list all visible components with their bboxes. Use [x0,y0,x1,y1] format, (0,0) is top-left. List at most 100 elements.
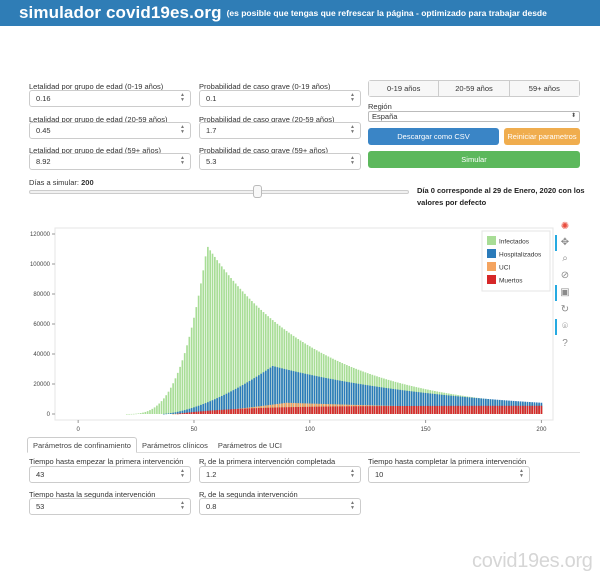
bar-hospitalizados [169,413,172,414]
bar-muertos [410,405,413,414]
download-csv-button[interactable]: Descargar como CSV [368,128,499,145]
legend-swatch [487,249,496,258]
bar-muertos [195,411,198,414]
bar-hospitalizados [227,392,230,414]
age-toggle-0-19[interactable]: 0-19 años [369,81,440,96]
lethality-59-input[interactable]: 8.92 ▲ ▼ [29,153,191,170]
second-intervention-rt-input[interactable]: 0.8 ▲ ▼ [199,498,361,515]
bar-muertos [251,408,253,414]
spinner-icon[interactable]: ▲ ▼ [519,468,524,479]
lethality-20-59-input[interactable]: 0.45 ▲ ▼ [29,122,191,139]
bar-hospitalizados [225,393,228,414]
bar-muertos [186,412,188,414]
days-slider-handle[interactable] [253,185,262,198]
tab-confinement[interactable]: Parámetros de confinamiento [27,437,137,453]
hover-icon[interactable]: ⌾ [555,319,571,335]
bar-hospitalizados [207,402,209,414]
bar-infectados [163,398,165,414]
tab-clinical[interactable]: Parámetros clínicos [141,440,208,450]
help-icon[interactable]: ? [562,338,568,349]
first-intervention-rt-input[interactable]: 1.2 ▲ ▼ [199,466,361,483]
bar-hospitalizados [450,395,452,414]
bar-muertos [308,406,311,414]
region-select[interactable]: España ⬍ [368,111,580,122]
legend-label-hospitalizados: Hospitalizados [499,252,542,259]
bar-hospitalizados [262,372,265,414]
spinner-icon[interactable]: ▲ ▼ [350,155,355,166]
bar-infectados [193,317,195,414]
first-intervention-time-input[interactable]: 43 ▲ ▼ [29,466,191,483]
bar-infectados [241,291,244,414]
bar-muertos [376,406,378,414]
bar-hospitalizados [373,386,376,414]
bar-hospitalizados [468,397,471,414]
severe-0-19-input[interactable]: 0.1 ▲ ▼ [199,90,361,107]
spinner-icon[interactable]: ▲ ▼ [180,124,185,135]
bar-hospitalizados [396,389,399,414]
bar-hospitalizados [295,371,297,414]
bar-infectados [169,387,172,414]
bar-infectados [179,366,181,414]
reset-icon[interactable]: ↻ [560,304,570,315]
bar-muertos [271,407,274,414]
bar-muertos [260,407,262,414]
bar-muertos [332,406,334,414]
spinner-icon[interactable]: ▲ ▼ [180,155,185,166]
bar-muertos [295,407,297,414]
simulate-button[interactable]: Simular [368,151,580,168]
bar-hospitalizados [193,407,195,414]
lethality-0-19-label: Letalidad por grupo de edad (0-19 años) [29,82,164,91]
age-toggle-59[interactable]: 59+ años [509,81,579,96]
bar-muertos [262,407,265,414]
pan-icon[interactable]: ✥ [555,235,570,251]
bar-infectados [237,286,239,414]
x-tick-label: 50 [191,427,198,433]
simulation-chart[interactable]: 0 20000 40000 60000 80000 100000 120000 0 50 100 1… [0,212,555,438]
bokeh-logo-icon[interactable]: ✺ [560,221,570,232]
bar-muertos [445,405,448,414]
severe-59-input[interactable]: 5.3 ▲ ▼ [199,153,361,170]
bar-hospitalizados [371,385,374,414]
bar-muertos [457,405,459,414]
spinner-icon[interactable]: ▲ ▼ [180,468,185,479]
severe-20-59-input[interactable]: 1.7 ▲ ▼ [199,122,361,139]
bar-muertos [234,409,237,414]
wheel-zoom-icon[interactable]: ⊘ [560,270,570,281]
bar-hospitalizados [311,375,313,414]
select-caret-icon: ⬍ [570,113,576,119]
box-zoom-icon[interactable]: ⌕ [562,253,568,264]
reset-params-button[interactable]: Reiniciar parametros [504,128,580,145]
bar-muertos [387,406,390,414]
days-label: Días a simular: 200 [29,178,94,187]
spinner-icon[interactable]: ▲ ▼ [180,92,185,103]
bar-hospitalizados [172,412,174,414]
site-title[interactable]: simulador covid19es.org [19,3,222,22]
bar-hospitalizados [383,387,385,414]
days-slider-track[interactable] [29,190,409,194]
bar-muertos [385,406,388,414]
bar-muertos [269,407,272,414]
spinner-icon[interactable]: ▲ ▼ [350,468,355,479]
bar-muertos [434,405,436,414]
complete-intervention-time-label: Tiempo hasta completar la primera interv… [368,457,527,466]
bar-muertos [292,407,295,414]
bar-muertos [452,405,455,414]
save-icon[interactable]: ▣ [555,285,570,301]
bar-hospitalizados [197,405,200,414]
second-intervention-time-input[interactable]: 53 ▲ ▼ [29,498,191,515]
bar-hospitalizados [264,370,267,414]
bar-hospitalizados [427,393,429,414]
spinner-icon[interactable]: ▲ ▼ [180,500,185,511]
lethality-0-19-input[interactable]: 0.16 ▲ ▼ [29,90,191,107]
spinner-icon[interactable]: ▲ ▼ [350,92,355,103]
spinner-icon[interactable]: ▲ ▼ [350,500,355,511]
bar-hospitalizados [332,379,334,414]
spinner-icon[interactable]: ▲ ▼ [350,124,355,135]
complete-intervention-time-input[interactable]: 10 ▲ ▼ [368,466,530,483]
bar-muertos [207,410,209,414]
tab-icu[interactable]: Parámetros de UCI [217,440,283,450]
bar-muertos [200,411,202,414]
age-toggle-20-59[interactable]: 20-59 años [439,81,510,96]
bar-hospitalizados [304,373,306,414]
bar-hospitalizados [346,381,348,414]
